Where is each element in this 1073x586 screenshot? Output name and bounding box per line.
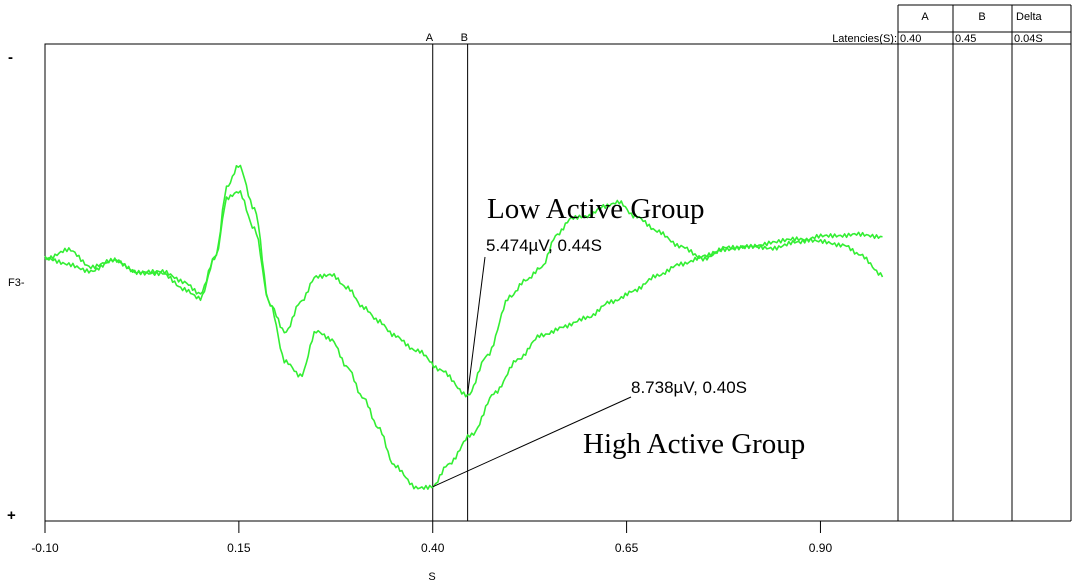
- x-axis: -0.10 0.15 0.40 0.65 0.90: [31, 521, 832, 555]
- x-tick-label: 0.65: [615, 541, 639, 555]
- group-label-high: High Active Group: [583, 428, 805, 460]
- latency-b-value: 0.45: [955, 33, 976, 45]
- polarity-negative-label: -: [8, 49, 13, 66]
- latency-delta-value: 0.04S: [1014, 33, 1043, 45]
- polarity-positive-label: +: [7, 507, 16, 524]
- series-line-low-active: [44, 164, 883, 398]
- cursor-label-a: A: [426, 32, 434, 44]
- value-label-low: 5.474µV, 0.44S: [486, 236, 602, 255]
- x-tick-label: 0.40: [421, 541, 445, 555]
- latency-table: A B Delta Latencies(S): 0.40 0.45 0.04S: [832, 4, 1072, 522]
- leader-line-high: [432, 396, 632, 488]
- table-header-delta: Delta: [1016, 11, 1043, 23]
- group-label-low: Low Active Group: [487, 193, 704, 225]
- annotation-high: 8.738µV, 0.40S High Active Group: [432, 378, 805, 488]
- annotation-low: Low Active Group 5.474µV, 0.44S: [467, 193, 704, 395]
- leader-line-low: [467, 256, 486, 395]
- x-tick-label: 0.90: [809, 541, 833, 555]
- latency-a-value: 0.40: [900, 33, 921, 45]
- table-header-a: A: [921, 11, 929, 23]
- channel-label: F3-: [8, 277, 25, 289]
- value-label-high: 8.738µV, 0.40S: [631, 378, 747, 397]
- x-tick-label: 0.15: [227, 541, 251, 555]
- series-line-high-active: [44, 190, 884, 490]
- table-header-b: B: [978, 11, 985, 23]
- cursor-label-b: B: [461, 32, 468, 44]
- latencies-label: Latencies(S):: [832, 33, 897, 45]
- x-tick-label: -0.10: [31, 541, 59, 555]
- series-group: [44, 164, 884, 490]
- x-axis-label: S: [428, 571, 435, 583]
